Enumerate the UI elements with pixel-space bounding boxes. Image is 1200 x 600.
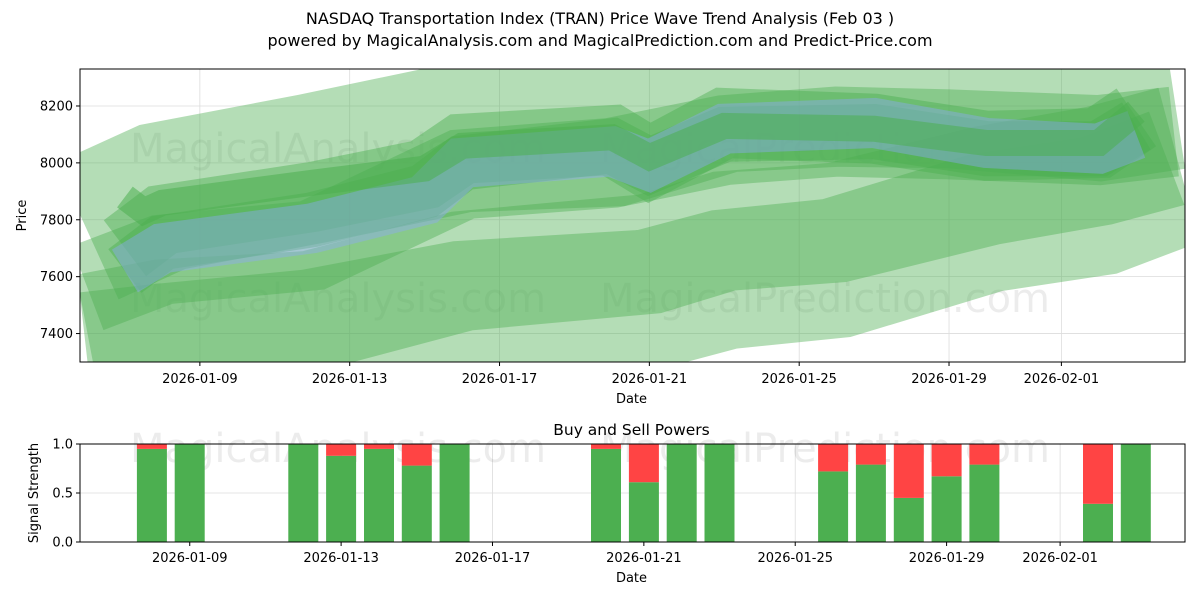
buy-power-bar (666, 444, 697, 542)
power-x-axis-label: Date (616, 571, 647, 586)
price-y-tick-label: 8000 (40, 156, 73, 171)
buy-power-bar (818, 471, 849, 542)
buy-power-bar (401, 465, 432, 542)
chart-subtitle: powered by MagicalAnalysis.com and Magic… (267, 31, 933, 50)
power-x-tick-label: 2026-01-29 (909, 551, 985, 566)
buy-power-bar (591, 448, 621, 542)
price-y-tick-label: 7600 (40, 270, 73, 285)
buy-power-bar (1083, 503, 1113, 542)
power-x-tick-label: 2026-01-17 (455, 551, 531, 566)
sell-power-bar (591, 444, 621, 449)
buy-power-bar (174, 444, 205, 542)
buy-power-bar (1120, 444, 1151, 542)
watermark-prediction: MagicalPrediction.com (600, 276, 1050, 322)
sell-power-bar (628, 444, 659, 483)
price-x-tick-label: 2026-01-29 (911, 372, 987, 387)
buy-power-bar (969, 464, 1000, 542)
price-bands (80, 69, 1185, 362)
sell-power-bar (931, 444, 962, 477)
buy-power-bar (931, 476, 962, 542)
power-y-tick-label: 1.0 (52, 438, 73, 453)
price-x-tick-label: 2026-02-01 (1024, 372, 1100, 387)
price-y-tick-label: 7800 (40, 213, 73, 228)
buy-power-bar (288, 444, 319, 542)
buy-power-bar (364, 448, 394, 542)
price-x-axis-label: Date (616, 392, 647, 407)
power-y-tick-label: 0.0 (52, 536, 73, 551)
power-chart-title: Buy and Sell Powers (553, 421, 710, 439)
buy-power-bar (855, 464, 886, 542)
sell-power-bar (401, 444, 432, 466)
sell-power-bar (364, 444, 394, 449)
sell-power-bar (855, 444, 886, 465)
power-x-tick-label: 2026-01-25 (757, 551, 833, 566)
power-x-tick-label: 2026-02-01 (1022, 551, 1098, 566)
price-x-tick-label: 2026-01-25 (761, 372, 837, 387)
power-y-axis-label: Signal Strength (27, 443, 42, 543)
chart-title: NASDAQ Transportation Index (TRAN) Price… (305, 9, 895, 28)
power-bars (136, 444, 1151, 542)
price-band-lower-band-2 (80, 111, 1185, 362)
price-band-lower-band-1 (80, 87, 1185, 362)
sell-power-bar (136, 444, 167, 449)
power-x-tick-label: 2026-01-13 (303, 551, 379, 566)
price-x-tick-label: 2026-01-09 (162, 372, 238, 387)
sell-power-bar (326, 444, 357, 456)
buy-power-bar (893, 497, 924, 542)
price-axes-frame (79, 68, 1186, 363)
buy-power-bar (628, 482, 659, 542)
buy-power-bar (704, 444, 735, 542)
sell-power-bar (1083, 444, 1113, 504)
price-y-tick-label: 7400 (40, 327, 73, 342)
power-x-tick-label: 2026-01-09 (152, 551, 228, 566)
price-x-tick-label: 2026-01-17 (462, 372, 538, 387)
price-y-tick-label: 8200 (40, 99, 73, 114)
power-x-tick-label: 2026-01-21 (606, 551, 682, 566)
sell-power-bar (893, 444, 924, 498)
power-y-tick-label: 0.5 (52, 487, 73, 502)
price-y-axis-label: Price (15, 200, 30, 232)
watermark-analysis: MagicalAnalysis.com (130, 276, 546, 322)
buy-power-bar (439, 444, 470, 542)
buy-power-bar (136, 448, 167, 542)
sell-power-bar (969, 444, 1000, 465)
price-x-tick-label: 2026-01-13 (312, 372, 388, 387)
price-band-green-line (117, 101, 1145, 227)
price-x-tick-label: 2026-01-21 (612, 372, 688, 387)
sell-power-bar (818, 444, 849, 472)
buy-power-bar (326, 455, 357, 542)
